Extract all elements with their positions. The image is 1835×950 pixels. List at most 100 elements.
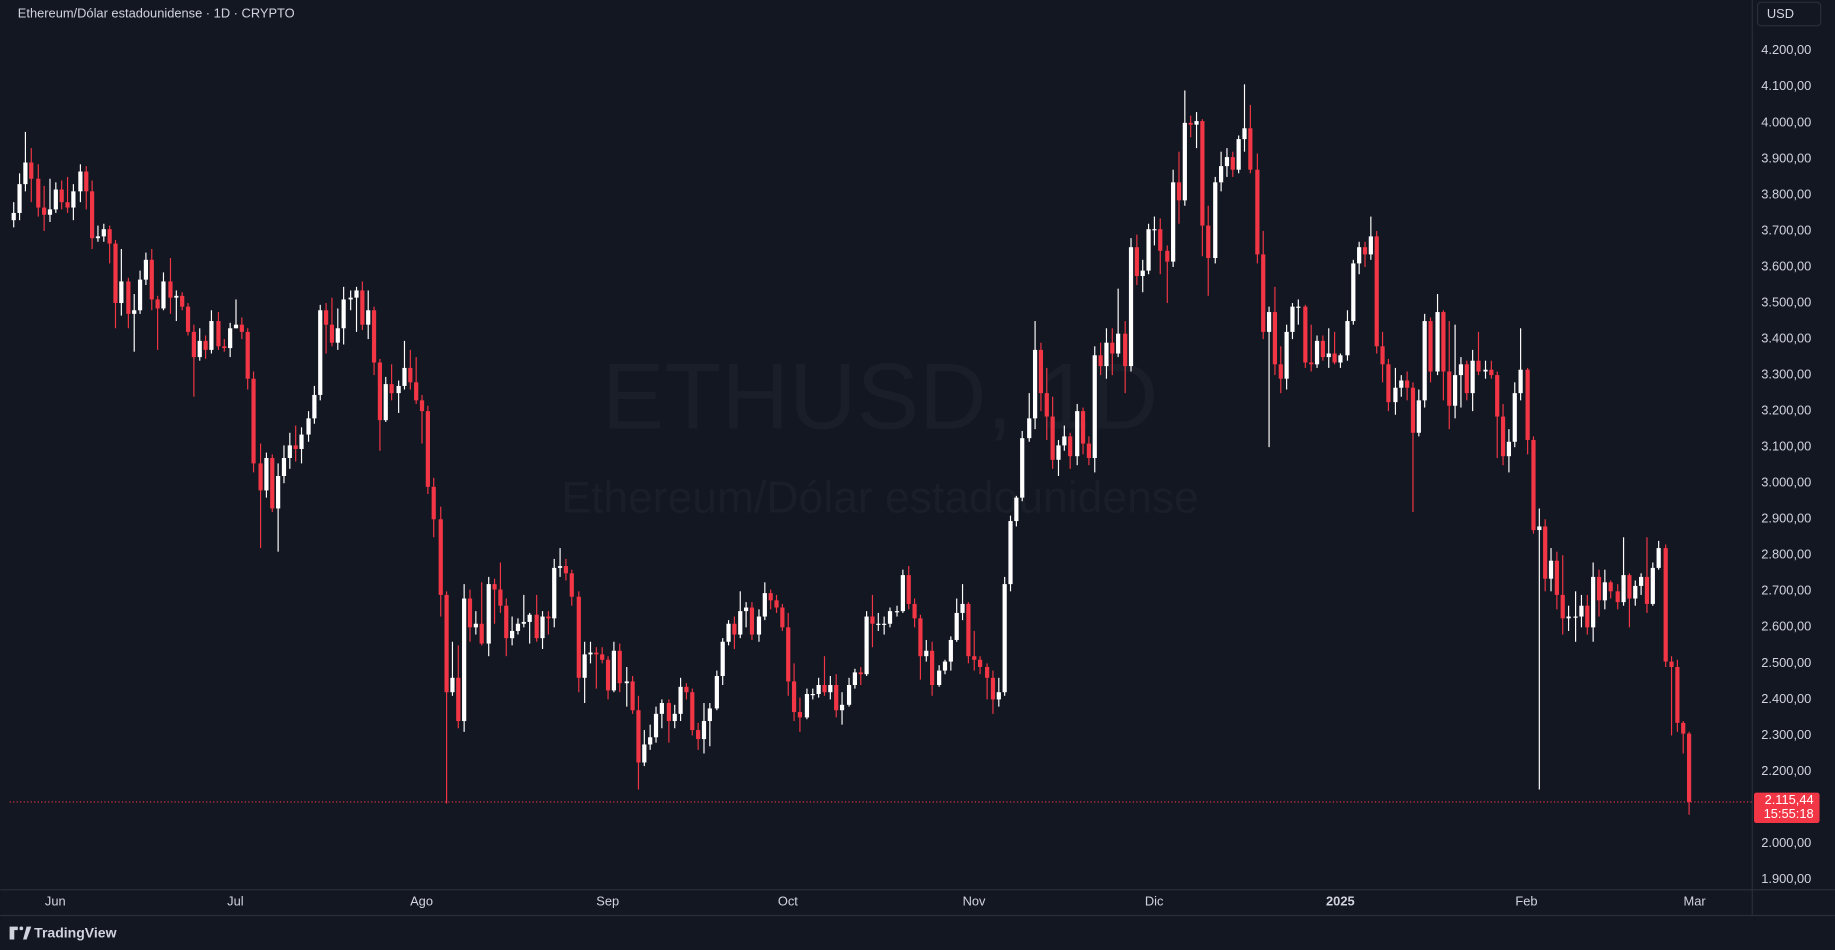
candle-body [1362,247,1368,255]
candle-body [1500,416,1506,457]
candle-body [1332,353,1337,363]
currency-button[interactable] [1756,1,1822,27]
candle-body [720,641,725,676]
candle-body [1068,436,1073,457]
candle-body [557,566,563,568]
candle-body [900,575,905,612]
candle-body [1476,360,1481,372]
watermark: ETHUSD, 1D Ethereum/Dólar estadounidense [561,343,1198,522]
candle-body [479,623,484,644]
candle-body [1566,616,1571,619]
candle-body [977,659,983,667]
candle-body [389,384,394,394]
candle-body [732,623,737,635]
candle-body [1272,312,1278,365]
candle-body [486,584,491,644]
candle-body [563,566,569,574]
candle-body [834,685,839,711]
candle-body [335,328,340,343]
candle-body [1027,418,1032,439]
candle-body [1158,229,1163,251]
x-tick-label: Nov [963,893,986,908]
candle-body [1483,369,1488,372]
candle-body [918,618,923,657]
candle-body [239,324,244,332]
candle-body [1261,254,1266,332]
candle-body [203,340,208,350]
candle-body [293,445,298,449]
candle-body [1171,182,1176,262]
candle-body [714,675,719,709]
candle-body [624,681,629,684]
candle-body [1464,364,1469,394]
candle-body [377,362,383,421]
candle-body [348,297,353,300]
candle-body [444,594,449,693]
candle-body [552,567,557,619]
candle-body [762,593,767,617]
candle-body [1123,333,1128,367]
candle-body [744,607,749,612]
candle-body [1320,340,1325,358]
candle-body [887,611,893,624]
candle-body [1110,342,1115,354]
candle-body [906,575,911,604]
candle-body [264,457,269,491]
candle-body [846,685,852,705]
candle-body [594,652,599,655]
candle-body [53,189,58,210]
candle-body [822,685,827,693]
candle-body [408,367,413,383]
x-tick-label: Jun [45,893,66,908]
candle-body [924,650,929,657]
candle-body [1518,369,1523,394]
candle-body [467,598,473,628]
brand[interactable]: TradingView [34,924,116,940]
candle-body [1615,591,1620,603]
candle-body [985,666,990,678]
candle-body [684,686,689,693]
candle-body [1489,369,1494,376]
candle-body [1681,722,1686,734]
candle-body [113,243,118,304]
candle-body [228,328,233,349]
y-tick-label: 3.900,00 [1761,150,1811,165]
candle-body [107,229,112,244]
candle-body [270,457,275,509]
candle-body [630,681,635,711]
y-tick-label: 2.400,00 [1761,691,1811,706]
candle-body [1194,121,1199,125]
candle-body [492,584,497,590]
candle-body [797,712,803,718]
candle-body [1206,225,1211,259]
candle-body [1650,567,1655,604]
candle-body [1351,263,1356,322]
candle-body [191,331,196,358]
candle-body [1416,400,1421,433]
candle-body [299,434,304,449]
candle-body [839,704,845,711]
candle-body [534,614,539,639]
candle-body [1266,312,1272,332]
candle-body [1548,560,1554,579]
candle-body [749,607,755,635]
candle-body [1309,362,1314,365]
candle-body [1038,349,1044,394]
candle-body [666,703,671,722]
candle-body [1213,182,1218,259]
y-tick-label: 4.200,00 [1761,42,1811,57]
candle-body [937,670,942,686]
candle-body [1345,321,1350,356]
candle-body [1050,416,1055,460]
candle-body [419,400,425,412]
candle-body [1669,661,1674,667]
logo-dot [19,926,24,931]
candle-body [653,713,659,738]
candle-body [780,607,785,628]
candle-body [1686,733,1692,802]
currency-label[interactable]: USD [1767,6,1794,21]
candle-body [366,310,371,325]
candle-body [882,623,887,625]
